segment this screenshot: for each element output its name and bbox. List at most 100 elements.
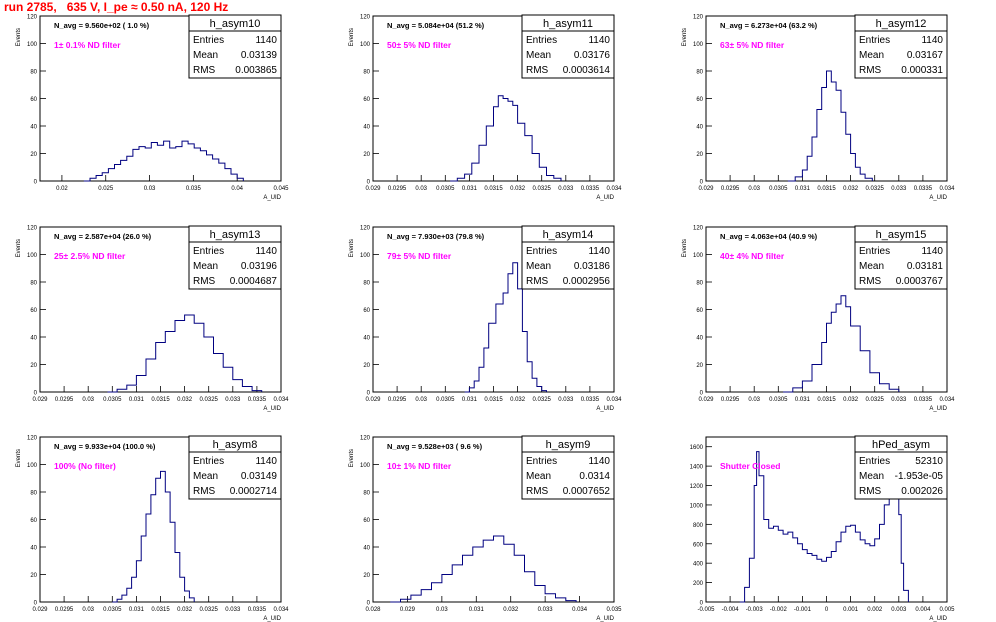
- x-tick-label: 0.031: [129, 607, 145, 613]
- y-tick-label: 100: [360, 463, 371, 469]
- x-tick-label: 0.045: [273, 186, 289, 192]
- x-axis-title: A_UID: [929, 406, 947, 412]
- x-tick-label: 0.03: [144, 186, 156, 192]
- x-tick-label: 0.004: [915, 607, 931, 613]
- y-tick-label: 60: [30, 518, 37, 524]
- x-tick-label: 0.034: [606, 186, 622, 192]
- x-tick-label: 0.025: [98, 186, 114, 192]
- histogram-panel-hPed_asym: 0 200 400 600 800 1000 1200 1400 1600 -0.005 -0.00…: [690, 435, 955, 622]
- histogram-name: h_asym12: [876, 18, 927, 30]
- histogram-outline: [112, 470, 195, 603]
- stats-label-mean: Mean: [193, 261, 218, 272]
- stats-label-mean: Mean: [859, 261, 884, 272]
- y-tick-label: 60: [30, 97, 37, 103]
- stats-label-rms: RMS: [193, 276, 216, 287]
- y-tick-label: 60: [363, 97, 370, 103]
- x-tick-label: 0.0325: [866, 186, 885, 192]
- x-tick-label: 0.032: [843, 186, 859, 192]
- y-tick-label: 40: [30, 125, 37, 131]
- histogram-panel-h_asym13: 0 20 40 60 80 100 120 0.029 0.0295 0.03 0.0305 0.03…: [16, 225, 289, 412]
- x-axis-title: A_UID: [263, 195, 281, 201]
- stats-label-entries: Entries: [193, 456, 224, 467]
- x-tick-label: 0.029: [32, 397, 48, 403]
- stats-label-entries: Entries: [193, 35, 224, 46]
- stats-value-mean: 0.03186: [574, 261, 611, 272]
- x-tick-label: 0.032: [177, 607, 193, 613]
- y-tick-label: 120: [360, 436, 371, 442]
- histogram-outline: [739, 451, 909, 603]
- filter-label: 63± 5% ND filter: [720, 40, 785, 50]
- y-tick-label: 0: [367, 601, 371, 607]
- histogram-outline: [450, 95, 562, 182]
- x-tick-label: 0.032: [510, 397, 526, 403]
- stats-value-entries: 1140: [255, 456, 277, 467]
- y-tick-label: 0: [700, 391, 704, 397]
- x-axis-title: A_UID: [596, 406, 614, 412]
- stats-value-rms: 0.0003614: [563, 65, 611, 76]
- navg-label: N_avg = 9.560e+02 ( 1.0 %): [54, 21, 150, 30]
- histogram-outline: [83, 140, 244, 182]
- y-tick-label: 200: [693, 581, 704, 587]
- x-tick-label: 0.029: [32, 607, 48, 613]
- x-tick-label: 0.034: [273, 397, 289, 403]
- x-tick-label: 0.034: [939, 397, 955, 403]
- x-tick-label: 0.0335: [581, 186, 600, 192]
- stats-value-entries: 1140: [921, 246, 943, 257]
- x-axis-title: A_UID: [929, 195, 947, 201]
- x-tick-label: 0.034: [572, 607, 588, 613]
- y-tick-label: 0: [700, 180, 704, 186]
- y-axis-title: Events: [682, 239, 688, 257]
- x-tick-label: 0.035: [186, 186, 202, 192]
- y-tick-label: 80: [363, 491, 370, 497]
- y-tick-label: 0: [367, 180, 371, 186]
- stats-value-rms: 0.002026: [901, 486, 943, 497]
- stats-label-entries: Entries: [526, 35, 557, 46]
- y-tick-label: 80: [30, 70, 37, 76]
- stats-value-mean: -1.953e-05: [895, 471, 944, 482]
- stats-label-entries: Entries: [526, 246, 557, 257]
- histogram-panel-h_asym14: 0 20 40 60 80 100 120 0.029 0.0295 0.03 0.0305 0.03…: [349, 225, 622, 412]
- x-tick-label: 0.0335: [914, 186, 933, 192]
- stats-value-entries: 1140: [588, 35, 610, 46]
- y-tick-label: 800: [693, 523, 704, 529]
- filter-label: 25± 2.5% ND filter: [54, 251, 126, 261]
- stats-value-rms: 0.000331: [901, 65, 943, 76]
- filter-label: 79± 5% ND filter: [387, 251, 452, 261]
- stats-value-rms: 0.0003767: [896, 276, 944, 287]
- histogram-name: h_asym14: [543, 229, 594, 241]
- stats-label-rms: RMS: [193, 486, 216, 497]
- y-tick-label: 120: [27, 436, 38, 442]
- histogram-outline: [107, 314, 263, 393]
- histogram-name: h_asym13: [210, 229, 261, 241]
- histogram-name: h_asym8: [213, 439, 258, 451]
- x-tick-label: -0.002: [770, 607, 788, 613]
- y-tick-label: 100: [360, 42, 371, 48]
- x-axis-title: A_UID: [596, 616, 614, 622]
- filter-label: 50± 5% ND filter: [387, 40, 452, 50]
- x-tick-label: 0.033: [225, 607, 241, 613]
- y-tick-label: 1200: [690, 484, 704, 490]
- x-tick-label: 0.032: [503, 607, 519, 613]
- y-axis-title: Events: [16, 28, 22, 46]
- stats-box: [854, 225, 948, 290]
- stats-label-entries: Entries: [859, 456, 890, 467]
- y-tick-label: 80: [30, 281, 37, 287]
- y-tick-label: 0: [367, 391, 371, 397]
- y-axis-title: Events: [349, 449, 355, 467]
- x-axis-title: A_UID: [596, 195, 614, 201]
- y-tick-label: 20: [30, 363, 37, 369]
- x-tick-label: 0.0305: [436, 186, 455, 192]
- x-tick-label: 0.03: [415, 186, 427, 192]
- stats-box: [188, 225, 282, 290]
- y-tick-label: 120: [360, 15, 371, 21]
- stats-label-rms: RMS: [859, 486, 882, 497]
- y-tick-label: 40: [30, 546, 37, 552]
- x-tick-label: 0.0335: [248, 607, 267, 613]
- stats-box: [854, 435, 948, 500]
- stats-label-rms: RMS: [193, 65, 216, 76]
- x-tick-label: 0.0305: [103, 607, 122, 613]
- x-tick-label: 0.034: [273, 607, 289, 613]
- y-tick-label: 1000: [690, 503, 704, 509]
- x-tick-label: 0.032: [510, 186, 526, 192]
